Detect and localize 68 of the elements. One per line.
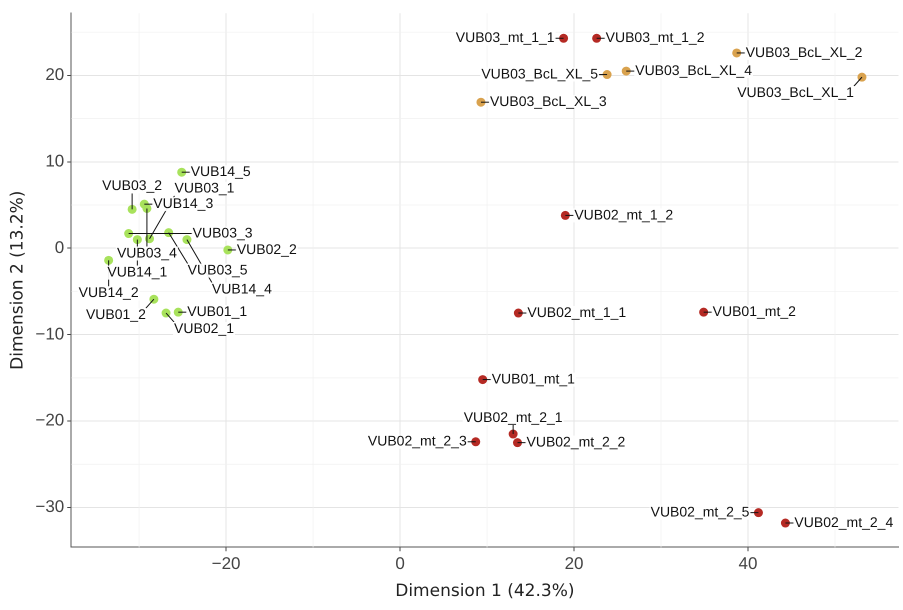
point: [124, 229, 134, 238]
x-axis-title: Dimension 1 (42.3%): [395, 581, 574, 602]
annotation: VUB01_2: [86, 306, 146, 322]
annotation: VUB03_BcL_XL_5: [481, 65, 598, 82]
annotation: VUB01_1: [187, 303, 248, 320]
y-tick-label: −30: [35, 497, 64, 516]
point: [471, 437, 480, 446]
y-tick-label: 0: [54, 238, 64, 257]
point: [174, 308, 183, 317]
annotation: VUB03_3: [192, 224, 253, 240]
point: [514, 308, 523, 318]
point: [592, 34, 602, 43]
annotation: VUB03_2: [102, 177, 162, 194]
point: [128, 204, 137, 214]
annotation: VUB03_BcL_XL_3: [490, 93, 607, 110]
y-tick-label: 10: [45, 152, 64, 171]
y-tick-label: −10: [35, 324, 64, 344]
point: [132, 235, 142, 244]
point: [699, 308, 708, 317]
annotation: VUB02_2: [236, 240, 297, 257]
annotation: VUB03_5: [188, 262, 248, 278]
point: [602, 70, 612, 80]
annotation: VUB03_BcL_XL_1: [737, 84, 854, 100]
x-tick-label: 0: [395, 554, 405, 574]
annotation: VUB03_BcL_XL_2: [746, 44, 863, 60]
point: [478, 375, 488, 384]
y-axis-title: Dimension 2 (13.2%): [8, 190, 28, 370]
annotation: VUB02_mt_2_5: [650, 503, 750, 520]
annotation: VUB02_mt_1_2: [574, 206, 674, 222]
annotation: VUB02_mt_2_4: [794, 514, 894, 530]
point: [559, 34, 568, 43]
annotation: VUB03_BcL_XL_4: [635, 62, 752, 78]
annotation: VUB14_3: [153, 195, 214, 212]
annotation: VUB14_5: [190, 163, 251, 180]
point: [177, 168, 186, 177]
point: [182, 235, 192, 244]
annotation: VUB03_1: [174, 180, 235, 196]
annotation: VUB02_mt_2_2: [526, 434, 626, 450]
annotation: VUB02_1: [174, 320, 234, 336]
annotation: VUB14_4: [212, 280, 272, 296]
annotation: VUB03_mt_1_1: [456, 29, 555, 46]
point: [508, 430, 518, 439]
point: [732, 48, 742, 58]
point: [560, 210, 570, 220]
annotation: VUB02_mt_1_1: [527, 304, 626, 320]
point: [162, 308, 171, 318]
point: [754, 508, 763, 518]
y-tick-label: 20: [45, 65, 64, 84]
point: [512, 438, 522, 448]
point: [780, 518, 790, 528]
point: [622, 66, 631, 76]
point: [149, 294, 158, 304]
point: [223, 245, 232, 254]
annotation: VUB14_1: [107, 263, 168, 280]
x-tick-label: 40: [738, 554, 758, 574]
annotation: VUB01_mt_2: [712, 303, 796, 320]
annotation: VUB03_4: [116, 244, 178, 260]
annotation: VUB01_mt_1: [492, 370, 576, 386]
annotation: VUB03_mt_1_2: [606, 29, 705, 46]
annotation: VUB02_mt_2_3: [368, 432, 467, 449]
annotation: VUB14_2: [78, 284, 139, 300]
point: [104, 256, 114, 265]
point: [857, 72, 866, 82]
x-tick-label: 20: [564, 554, 584, 574]
y-tick-label: −20: [35, 410, 64, 430]
annotation: VUB02_mt_2_1: [464, 408, 563, 425]
point: [476, 98, 486, 107]
x-tick-label: −20: [212, 554, 240, 574]
